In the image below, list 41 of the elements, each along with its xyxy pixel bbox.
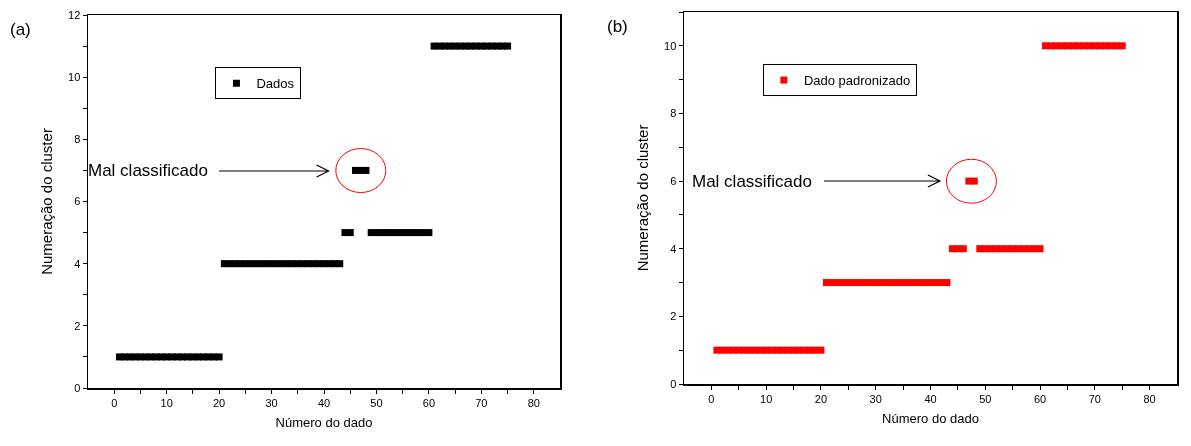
x-tick-label: 40 xyxy=(317,396,331,409)
y-tick-label: 10 xyxy=(664,39,677,52)
x-tick-label: 30 xyxy=(869,392,882,405)
x-tick-label: 20 xyxy=(212,396,226,409)
y-tick-label: 4 xyxy=(670,242,677,255)
y-tick-label: 8 xyxy=(74,133,81,146)
x-tick-label: 50 xyxy=(979,392,992,405)
y-tick-label: 0 xyxy=(670,377,677,390)
x-tick-label: 10 xyxy=(760,392,773,405)
x-axis-title: Número do dado xyxy=(275,415,373,431)
annotation: Mal classificado xyxy=(692,172,812,191)
text: (a) xyxy=(10,20,31,39)
x-axis-title: Número do dado xyxy=(882,411,979,427)
y-tick-label: 8 xyxy=(670,107,677,120)
x-tick-label: 70 xyxy=(1088,392,1101,405)
x-tick-label: 0 xyxy=(708,392,715,405)
text: (b) xyxy=(607,17,628,36)
annotation: Mal classificado xyxy=(88,161,208,180)
x-tick-label: 70 xyxy=(475,396,488,409)
y-axis-title: Numeração do cluster xyxy=(633,124,651,272)
y-tick-label: 2 xyxy=(670,310,677,323)
x-tick-label: 20 xyxy=(814,392,828,405)
y-axis-title: Numeração do cluster xyxy=(37,128,55,275)
y-tick-label: 4 xyxy=(74,257,81,270)
y-tick-label: 12 xyxy=(68,8,81,21)
x-tick-label: 40 xyxy=(924,392,937,405)
y-tick-label: 2 xyxy=(74,319,81,332)
y-tick-label: 6 xyxy=(74,195,81,208)
x-tick-label: 10 xyxy=(160,396,173,409)
x-tick-label: 80 xyxy=(1143,392,1156,405)
x-tick-label: 60 xyxy=(1033,392,1047,405)
y-tick-label: 10 xyxy=(68,71,81,84)
legend-label: Dados xyxy=(256,76,295,92)
x-tick-label: 0 xyxy=(111,396,118,409)
x-tick-label: 60 xyxy=(422,396,436,409)
x-tick-label: 80 xyxy=(527,396,540,409)
y-tick-label: 0 xyxy=(74,381,81,394)
x-tick-label: 50 xyxy=(370,396,383,409)
legend-label: Dado padronizado xyxy=(803,73,911,89)
y-tick-label: 6 xyxy=(670,174,677,187)
x-tick-label: 30 xyxy=(265,396,278,409)
